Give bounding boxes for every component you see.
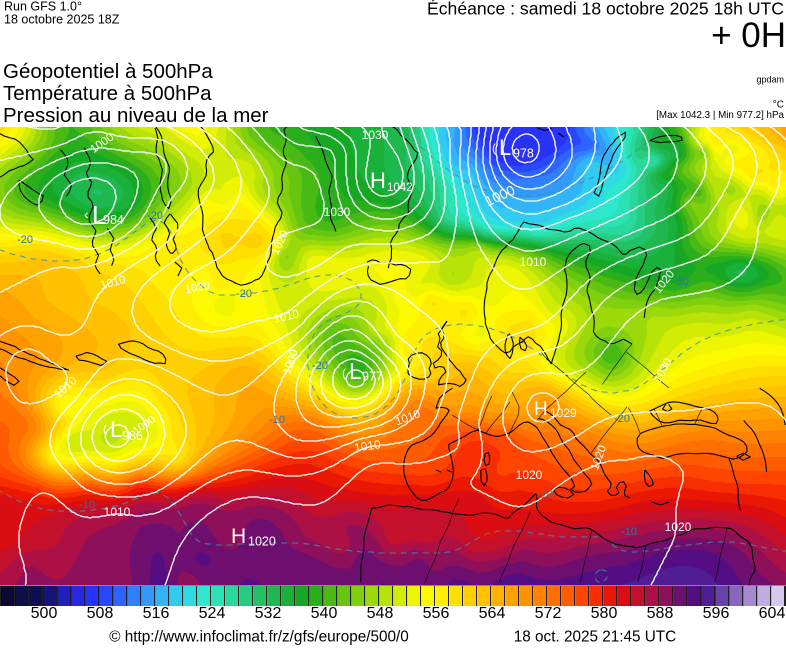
svg-text:1020: 1020 xyxy=(665,520,692,534)
svg-text:Géopotentiel à 500hPa: Géopotentiel à 500hPa xyxy=(3,60,213,83)
svg-text:978: 978 xyxy=(513,147,534,161)
svg-text:572: 572 xyxy=(535,605,562,622)
svg-text:°C: °C xyxy=(773,100,784,111)
svg-text:Run GFS 1.0°: Run GFS 1.0° xyxy=(4,0,82,14)
svg-text:596: 596 xyxy=(703,605,730,622)
svg-text:508: 508 xyxy=(87,605,114,622)
svg-text:L: L xyxy=(92,200,106,230)
svg-text:604: 604 xyxy=(759,605,786,622)
svg-text:1010: 1010 xyxy=(520,255,547,269)
svg-text:1030: 1030 xyxy=(324,205,351,219)
svg-text:986: 986 xyxy=(122,429,143,443)
svg-text:L: L xyxy=(110,417,122,442)
svg-text:-10: -10 xyxy=(621,526,637,538)
svg-text:1030: 1030 xyxy=(362,128,389,142)
svg-text:1010: 1010 xyxy=(353,437,382,455)
svg-text:548: 548 xyxy=(367,605,394,622)
svg-text:gpdam: gpdam xyxy=(756,75,784,85)
svg-text:-20: -20 xyxy=(614,413,630,425)
svg-text:-10: -10 xyxy=(537,489,553,501)
svg-text:-10: -10 xyxy=(79,499,95,511)
svg-text:18 oct. 2025 21:45 UTC: 18 oct. 2025 21:45 UTC xyxy=(514,629,676,646)
svg-text:-10: -10 xyxy=(269,414,285,426)
svg-text:-20: -20 xyxy=(312,360,328,372)
svg-text:-20: -20 xyxy=(17,234,33,246)
svg-text:1010: 1010 xyxy=(273,309,301,326)
svg-text:Température à 500hPa: Température à 500hPa xyxy=(3,82,212,105)
svg-text:L: L xyxy=(349,358,362,384)
svg-text:L: L xyxy=(499,135,511,160)
svg-text:500: 500 xyxy=(31,605,58,622)
svg-text:(: ( xyxy=(342,366,346,380)
svg-text:588: 588 xyxy=(647,605,674,622)
svg-text:524: 524 xyxy=(199,605,226,622)
svg-text:-20: -20 xyxy=(147,210,163,222)
svg-text:580: 580 xyxy=(591,605,618,622)
svg-text:Pression au niveau de la mer: Pression au niveau de la mer xyxy=(3,104,269,127)
svg-text:1020: 1020 xyxy=(516,468,543,482)
svg-text:1020: 1020 xyxy=(248,535,276,549)
svg-text:18 octobre 2025 18Z: 18 octobre 2025 18Z xyxy=(4,13,120,27)
svg-text:516: 516 xyxy=(143,605,170,622)
svg-text:+ 0H: + 0H xyxy=(711,16,786,55)
svg-text:H: H xyxy=(231,525,246,548)
svg-text:(: ( xyxy=(103,422,107,436)
svg-text:-30: -30 xyxy=(673,276,689,288)
svg-text:(: ( xyxy=(492,141,496,155)
svg-text:564: 564 xyxy=(479,605,506,622)
svg-text:532: 532 xyxy=(255,605,282,622)
svg-text:1020: 1020 xyxy=(184,280,211,296)
svg-text:1042: 1042 xyxy=(387,182,413,194)
svg-text:H: H xyxy=(370,168,386,193)
svg-text:1010: 1010 xyxy=(104,505,131,519)
svg-text:1029: 1029 xyxy=(550,406,577,420)
svg-text:540: 540 xyxy=(311,605,338,622)
svg-text:984: 984 xyxy=(103,213,124,227)
svg-text:‹: ‹ xyxy=(84,206,89,222)
svg-text:556: 556 xyxy=(423,605,450,622)
svg-text:977: 977 xyxy=(362,370,383,384)
svg-text:© http://www.infoclimat.fr/z/g: © http://www.infoclimat.fr/z/gfs/europe/… xyxy=(109,629,409,646)
svg-text:-20: -20 xyxy=(236,288,252,300)
svg-text:Échéance : samedi 18 octobre 2: Échéance : samedi 18 octobre 2025 18h UT… xyxy=(427,0,784,19)
svg-text:[Max 1042.3 | Min 977.2] hPa: [Max 1042.3 | Min 977.2] hPa xyxy=(656,110,784,121)
svg-text:H: H xyxy=(534,399,548,420)
